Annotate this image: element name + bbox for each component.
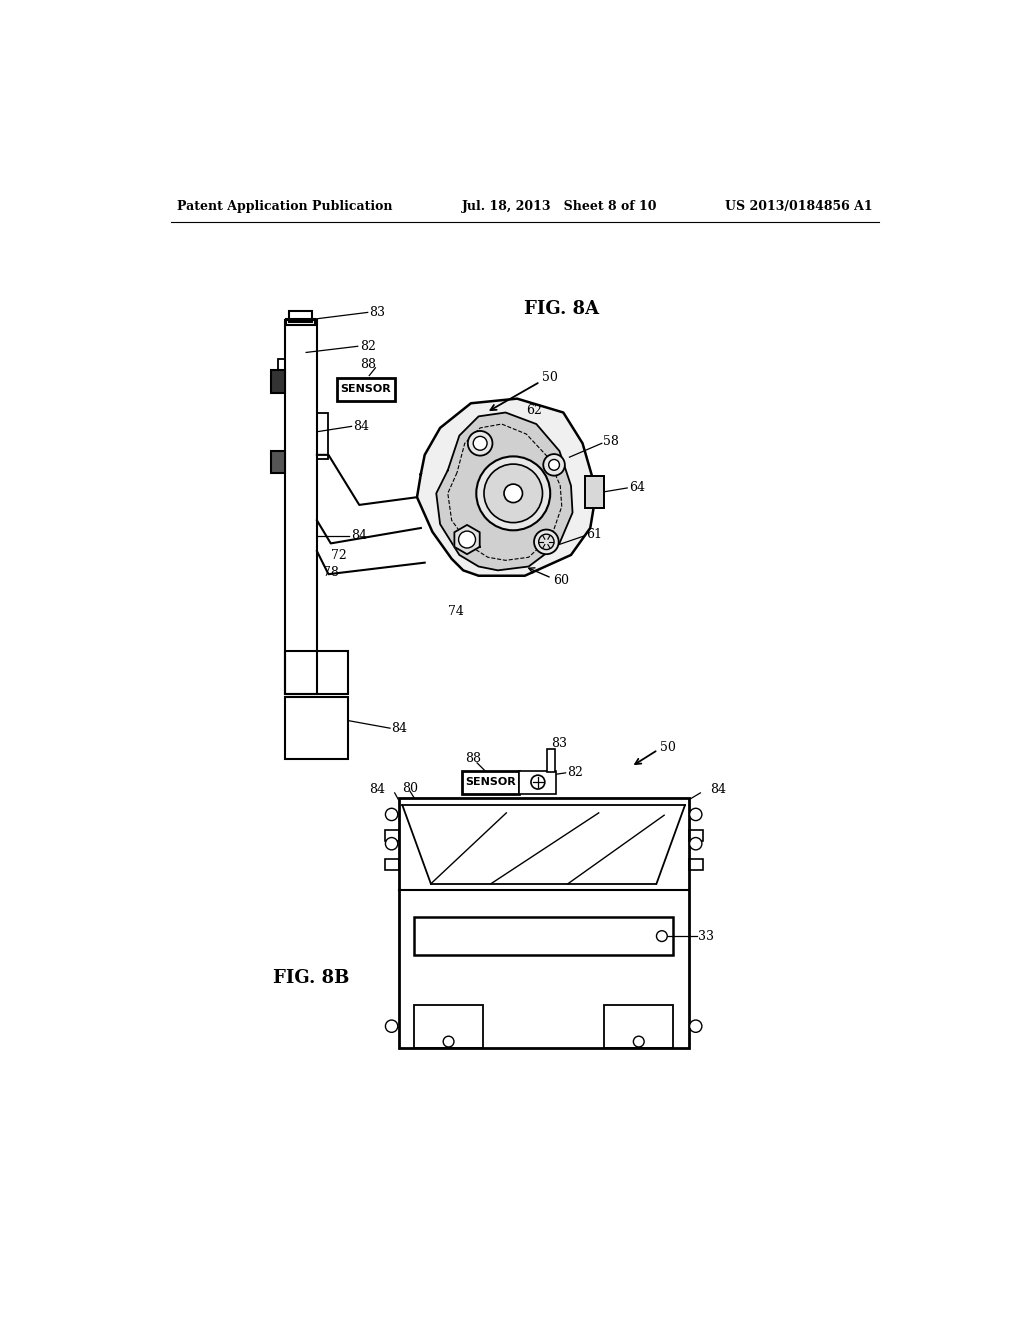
- Circle shape: [473, 437, 487, 450]
- Text: Patent Application Publication: Patent Application Publication: [177, 199, 392, 213]
- Bar: [414, 917, 674, 956]
- Text: 58: 58: [603, 436, 620, 449]
- Circle shape: [549, 459, 559, 470]
- Bar: [286, 318, 315, 325]
- Text: 50: 50: [660, 741, 676, 754]
- Text: 72: 72: [331, 549, 346, 562]
- Circle shape: [443, 1036, 454, 1047]
- Bar: [285, 651, 348, 693]
- Circle shape: [634, 1036, 644, 1047]
- Bar: [689, 830, 702, 841]
- Circle shape: [544, 454, 565, 475]
- Text: 84: 84: [391, 722, 408, 735]
- Text: 83: 83: [370, 306, 385, 319]
- Text: 84: 84: [351, 529, 367, 543]
- Polygon shape: [455, 525, 479, 554]
- Bar: [547, 748, 555, 772]
- Text: 82: 82: [360, 339, 376, 352]
- Bar: [316, 412, 329, 459]
- Bar: [270, 451, 285, 473]
- Bar: [285, 321, 316, 693]
- Circle shape: [476, 457, 550, 531]
- Text: 82: 82: [567, 767, 583, 779]
- Bar: [519, 771, 556, 793]
- Bar: [279, 359, 285, 370]
- Circle shape: [385, 837, 397, 850]
- Bar: [337, 378, 394, 401]
- Circle shape: [531, 775, 545, 789]
- Text: 61: 61: [587, 528, 602, 541]
- Bar: [289, 312, 312, 322]
- Circle shape: [539, 535, 554, 549]
- Bar: [285, 697, 348, 759]
- Text: 33: 33: [698, 929, 714, 942]
- Text: FIG. 8B: FIG. 8B: [273, 969, 350, 987]
- Text: 88: 88: [465, 752, 480, 766]
- Circle shape: [484, 465, 543, 523]
- Circle shape: [535, 529, 559, 554]
- Bar: [585, 475, 604, 508]
- Text: 84: 84: [353, 420, 369, 433]
- Text: Jul. 18, 2013   Sheet 8 of 10: Jul. 18, 2013 Sheet 8 of 10: [462, 199, 657, 213]
- Bar: [398, 797, 689, 1048]
- Text: US 2013/0184856 A1: US 2013/0184856 A1: [725, 199, 872, 213]
- Text: 84: 84: [711, 783, 726, 796]
- Circle shape: [504, 484, 522, 503]
- Bar: [604, 1006, 674, 1048]
- Text: 62: 62: [526, 404, 543, 417]
- Bar: [689, 859, 702, 870]
- Text: 78: 78: [323, 566, 339, 579]
- Circle shape: [468, 430, 493, 455]
- Text: 84: 84: [369, 783, 385, 796]
- Polygon shape: [436, 412, 572, 570]
- Text: 80: 80: [402, 781, 419, 795]
- Bar: [270, 370, 285, 393]
- Circle shape: [385, 1020, 397, 1032]
- Text: 64: 64: [629, 482, 645, 495]
- Text: 74: 74: [447, 605, 464, 618]
- Bar: [585, 475, 604, 508]
- Circle shape: [656, 931, 668, 941]
- Bar: [385, 830, 398, 841]
- Polygon shape: [417, 399, 594, 576]
- Circle shape: [689, 808, 701, 821]
- Text: 50: 50: [542, 371, 558, 384]
- Text: 88: 88: [360, 358, 376, 371]
- Circle shape: [385, 808, 397, 821]
- Text: FIG. 8A: FIG. 8A: [524, 300, 599, 318]
- Circle shape: [689, 837, 701, 850]
- Text: SENSOR: SENSOR: [340, 384, 391, 395]
- Text: 60: 60: [553, 574, 569, 587]
- Bar: [414, 1006, 483, 1048]
- Bar: [385, 859, 398, 870]
- Circle shape: [689, 1020, 701, 1032]
- Text: SENSOR: SENSOR: [465, 777, 515, 787]
- Bar: [462, 771, 519, 793]
- Text: 83: 83: [551, 737, 567, 750]
- Circle shape: [459, 531, 475, 548]
